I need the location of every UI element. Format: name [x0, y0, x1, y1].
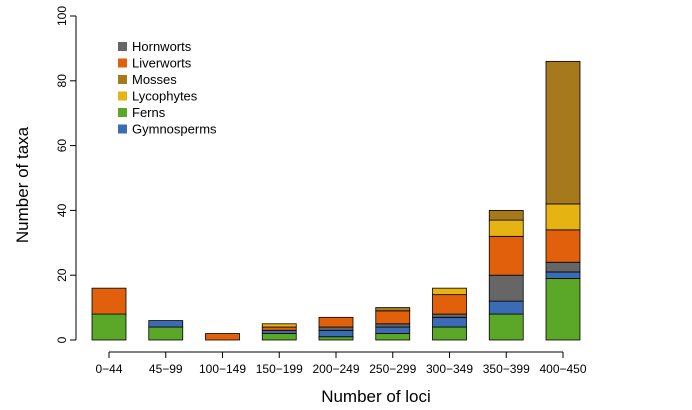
x-tick-label: 100−149: [199, 362, 246, 376]
bar-segment-lycophytes: [545, 203, 581, 231]
bars: [91, 60, 581, 341]
bar-segment-hornworts: [375, 323, 411, 328]
bar-segment-gymnosperms: [148, 320, 184, 328]
legend-label: Lycophytes: [132, 89, 198, 104]
legend-swatch: [118, 58, 127, 68]
legend-swatch: [118, 124, 127, 134]
y-tick-label: 20: [55, 268, 69, 282]
bar-segment-liverworts: [488, 235, 524, 276]
bar-segment-mosses: [545, 60, 581, 205]
legend-swatch: [118, 91, 127, 101]
bar-segment-hornworts: [488, 274, 524, 302]
y-tick-label: 80: [55, 74, 69, 88]
y-tick-label: 40: [55, 203, 69, 217]
legend-swatch: [118, 42, 127, 51]
bar-segment-gymnosperms: [375, 326, 411, 334]
legend-label: Hornworts: [132, 39, 192, 54]
y-axis: 0 20 40 60 80 100: [55, 6, 77, 343]
x-tick-label: 45−99: [149, 362, 183, 376]
x-tick-label: 250−299: [369, 362, 416, 376]
bar-segment-ferns: [91, 313, 127, 341]
bar-segment-hornworts: [545, 261, 581, 273]
legend-swatch: [118, 75, 127, 84]
bar-segment-ferns: [261, 333, 297, 341]
x-tick-label: 400−450: [539, 362, 586, 376]
legend-label: Ferns: [132, 105, 166, 120]
bar-segment-mosses: [375, 307, 411, 312]
bar-segment-liverworts: [261, 326, 297, 331]
y-tick-label: 100: [55, 6, 69, 26]
bar-segment-mosses: [488, 209, 524, 221]
bar-segment-ferns: [432, 326, 467, 341]
bar-segment-liverworts: [205, 333, 240, 341]
bar-segment-liverworts: [432, 294, 467, 315]
bar-segment-lycophytes: [261, 323, 297, 328]
legend-swatch: [118, 108, 127, 117]
legend-label: Gymnosperms: [132, 122, 217, 137]
bar-segment-ferns: [148, 326, 184, 341]
x-tick-label: 150−199: [256, 362, 303, 376]
bar-segment-gymnosperms: [488, 300, 524, 315]
x-axis: 0−44 45−99 100−149 150−199 200−249 250−299 300…: [95, 351, 587, 376]
bar-segment-lycophytes: [432, 287, 467, 296]
y-tick-label: 0: [55, 336, 69, 343]
bar-segment-ferns: [488, 313, 524, 341]
legend-label: Mosses: [132, 72, 177, 87]
x-tick-label: 350−399: [483, 362, 530, 376]
bar-segment-ferns: [375, 333, 411, 341]
x-axis-title: Number of loci: [321, 387, 431, 406]
bar-segment-gymnosperms: [432, 316, 467, 328]
bar-segment-liverworts: [91, 287, 127, 315]
bar-segment-hornworts: [432, 313, 467, 318]
x-tick-label: 200−249: [312, 362, 359, 376]
x-tick-label: 0−44: [95, 362, 122, 376]
y-tick-label: 60: [55, 139, 69, 153]
legend-label: Liverworts: [132, 56, 192, 71]
bar-segment-gymnosperms: [318, 329, 354, 338]
x-tick-label: 300−349: [426, 362, 473, 376]
y-axis-title: Number of taxa: [13, 126, 32, 243]
bar-segment-hornworts: [318, 326, 354, 331]
bar-segment-liverworts: [375, 310, 411, 325]
bar-segment-gymnosperms: [545, 271, 581, 279]
bar-segment-liverworts: [318, 316, 354, 328]
bar-segment-liverworts: [545, 229, 581, 263]
bar-segment-ferns: [545, 278, 581, 341]
bar-segment-ferns: [318, 336, 354, 341]
bar-segment-gymnosperms: [261, 329, 297, 334]
bar-segment-lycophytes: [488, 219, 524, 237]
